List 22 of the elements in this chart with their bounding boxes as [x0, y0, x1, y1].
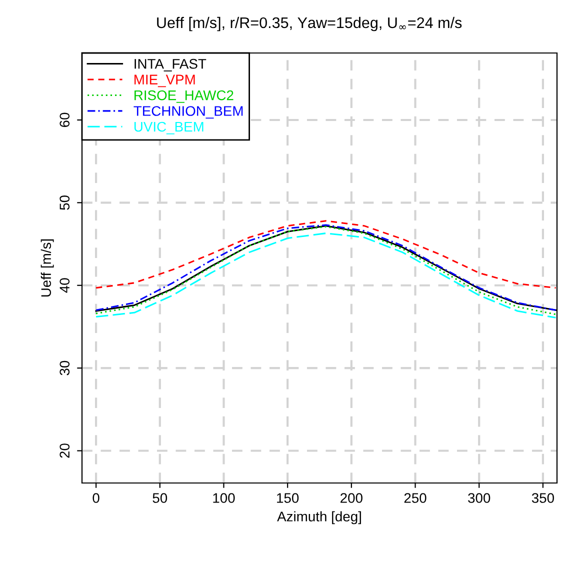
- y-tick-label: 30: [60, 360, 70, 376]
- x-tick-label: 250: [404, 493, 426, 503]
- legend-label: RISOE_HAWC2: [134, 90, 234, 103]
- x-tick-label: 0: [92, 493, 100, 503]
- x-axis-title: Azimuth [deg]: [277, 511, 361, 524]
- y-axis-title: Ueff [m/s]: [40, 239, 54, 297]
- chart-title: Ueff [m/s], r/R=0.35, Yaw=15deg, U$_{∞}$=24 m/s: [157, 16, 462, 32]
- legend-label: INTA_FAST: [134, 58, 206, 72]
- line-series: [95, 220, 556, 289]
- legend-label: UVIC_BEM: [134, 122, 204, 134]
- y-tick-label: 50: [60, 195, 70, 210]
- y-tick-label: 20: [60, 444, 70, 458]
- y-tick-label: 40: [60, 278, 70, 293]
- x-tick-label: 150: [277, 493, 299, 503]
- x-tick-label: 300: [468, 493, 490, 503]
- x-tick-label: 50: [152, 493, 168, 503]
- legend-label: TECHNION_BEM: [134, 106, 243, 119]
- legend-label: MIE_VPM: [134, 74, 195, 88]
- x-tick-label: 100: [213, 493, 235, 503]
- y-tick-label: 60: [60, 112, 70, 127]
- x-tick-label: 200: [340, 493, 362, 503]
- x-tick-label: 350: [532, 493, 554, 503]
